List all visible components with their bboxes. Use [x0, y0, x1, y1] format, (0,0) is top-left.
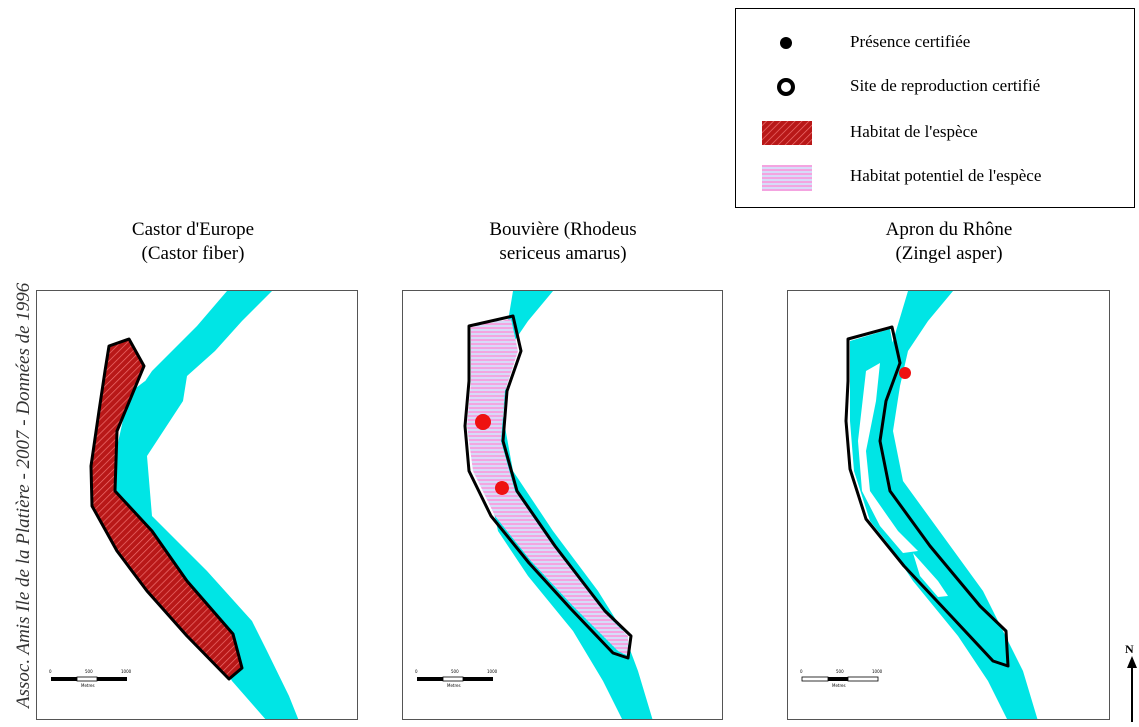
ring-icon [777, 78, 795, 96]
map-panel-apron: 0 500 1000 Metres [787, 290, 1110, 720]
river-water [113, 291, 299, 719]
map-panel-castor: 0 500 1000 Metres [36, 290, 358, 720]
scale-unit: Metres [832, 683, 846, 688]
presence-point [475, 414, 491, 430]
scale-bar: 0 500 1000 Metres [800, 669, 883, 688]
scale-unit: Metres [447, 683, 461, 688]
map-title-bouviere: Bouvière (Rhodeus sericeus amarus) [408, 218, 718, 266]
scale-unit: Metres [81, 683, 95, 688]
scale-tick: 500 [85, 669, 93, 674]
pink-hatch-swatch-icon [762, 165, 812, 191]
scale-tick: 500 [836, 669, 844, 674]
island-outline [844, 325, 1010, 668]
island-outline [463, 314, 633, 660]
scale-tick: 0 [49, 669, 52, 674]
legend-item-reproduction: Site de reproduction certifié [736, 71, 1134, 101]
map-apron: 0 500 1000 Metres [800, 291, 1038, 719]
map-title-apron: Apron du Rhône (Zingel asper) [794, 218, 1104, 266]
scale-tick: 1000 [487, 669, 498, 674]
legend-label: Habitat de l'espèce [850, 122, 978, 141]
north-label: N [1125, 642, 1134, 656]
red-hatch-swatch-icon [762, 121, 812, 145]
map-panel-bouviere: 0 500 1000 Metres [402, 290, 723, 720]
north-arrow: N [1125, 642, 1139, 722]
credit-text: Assoc. Amis Ile de la Platière - 2007 - … [13, 282, 34, 708]
scale-tick: 0 [415, 669, 418, 674]
legend-label: Habitat potentiel de l'espèce [850, 166, 1042, 185]
legend-label: Site de reproduction certifié [850, 76, 1041, 95]
scale-tick: 500 [451, 669, 459, 674]
legend-item-habitat: Habitat de l'espèce [736, 117, 1134, 147]
map-title-line2: (Castor fiber) [141, 243, 245, 264]
map-bouviere: 0 500 1000 Metres [415, 291, 653, 719]
map-castor: 0 500 1000 Metres [49, 291, 299, 719]
map-title-line2: sericeus amarus) [499, 243, 627, 264]
north-arrow-icon [1127, 656, 1137, 722]
map-title-castor: Castor d'Europe (Castor fiber) [38, 218, 348, 266]
island-outline [89, 337, 244, 681]
map-title-line1: Bouvière (Rhodeus [489, 219, 637, 240]
legend-item-presence: Présence certifiée [736, 27, 1134, 57]
scale-tick: 1000 [121, 669, 132, 674]
river-land-patches [858, 363, 948, 597]
river-secondary-arm [197, 526, 242, 596]
filled-dot-icon [780, 37, 792, 49]
presence-point [495, 481, 509, 495]
map-title-line1: Castor d'Europe [131, 219, 255, 240]
scale-tick: 1000 [872, 669, 883, 674]
map-title-line2: (Zingel asper) [895, 243, 1003, 264]
legend-label: Présence certifiée [850, 32, 971, 51]
legend-item-potential-habitat: Habitat potentiel de l'espèce [736, 161, 1134, 191]
scale-bar: 0 500 1000 Metres [49, 669, 132, 688]
scale-tick: 0 [800, 669, 803, 674]
map-title-line1: Apron du Rhône [885, 219, 1013, 240]
presence-point [899, 367, 911, 379]
map-legend: Présence certifiée Site de reproduction … [735, 8, 1135, 208]
scale-bar: 0 500 1000 Metres [415, 669, 498, 688]
